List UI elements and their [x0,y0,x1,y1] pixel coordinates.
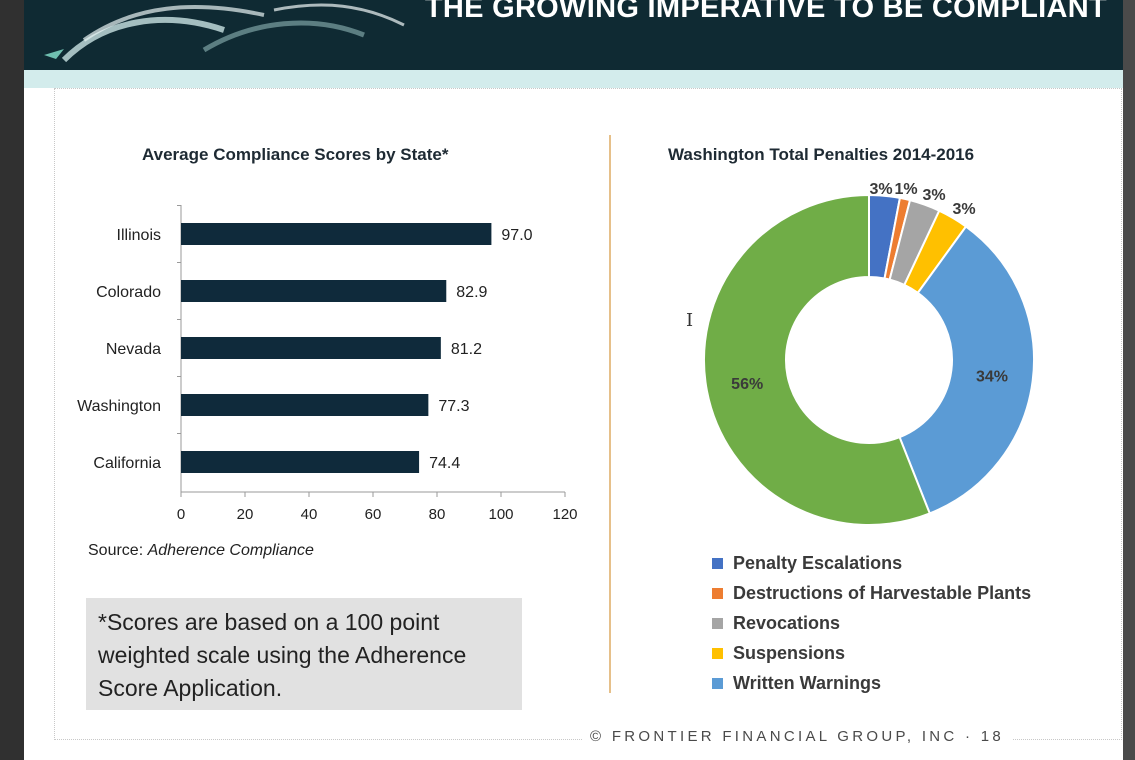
legend-label: Revocations [733,612,841,633]
x-tick-label: 40 [301,506,318,523]
chart-source: Source: Adherence Compliance [88,542,314,560]
source-name: Adherence Compliance [147,542,314,559]
slide: THE GROWING IMPERATIVE TO BE COMPLIANT A… [24,0,1123,760]
bar-chart-title: Average Compliance Scores by State* [142,145,449,164]
bar-chart: Illinois 97.0 Colorado 82.9 Nevada 81.2 Washin… [77,205,578,523]
panel-divider [609,135,611,693]
x-tick-label: 0 [177,506,185,523]
header-accent-band [24,70,1123,88]
slice-percent-label: 3% [952,201,975,218]
bar [181,280,447,302]
x-tick-label: 80 [429,506,446,523]
legend-swatch [712,557,723,569]
legend-item: Destructions of Harvestable Plants [712,578,1031,608]
donut-slice [898,225,1035,515]
slice-percent-label: 3% [869,181,892,198]
footnote-box: *Scores are based on a 100 point weighte… [86,598,522,710]
donut-chart: 3% 1% 3%3%34%56% [703,181,1035,526]
category-label: Colorado [96,284,161,301]
category-label: California [93,455,161,472]
legend-item: Suspensions [712,638,1031,668]
donut-slice [703,193,932,526]
slice-percent-label: 1% [894,181,917,198]
category-label: Nevada [106,341,161,358]
slice-percent-label: 56% [731,376,763,393]
legend-swatch [712,587,723,599]
legend-swatch [712,677,723,689]
bar [181,394,429,416]
x-tick-label: 20 [237,506,254,523]
slide-footer: © FRONTIER FINANCIAL GROUP, INC · 18 [582,728,1013,745]
bar-value-label: 77.3 [438,398,469,415]
slide-title: THE GROWING IMPERATIVE TO BE COMPLIANT [424,0,1107,24]
x-tick-label: 100 [488,506,513,523]
x-tick-label: 120 [552,506,577,523]
bar-value-label: 82.9 [456,284,487,301]
header-artwork [44,3,405,63]
window-left-edge [0,0,24,760]
header-band: THE GROWING IMPERATIVE TO BE COMPLIANT [24,0,1123,70]
legend-label: Penalty Escalations [733,552,903,573]
category-label: Washington [77,398,161,415]
category-label: Illinois [117,227,161,244]
x-tick-label: 60 [365,506,382,523]
bar-value-label: 81.2 [451,341,482,358]
bar-value-label: 74.4 [429,455,460,472]
legend-label: Written Warnings [733,672,881,693]
legend-swatch [712,617,723,629]
donut-legend: Penalty Escalations Destructions of Harve… [712,548,1031,698]
bar [181,223,492,245]
donut-chart-title: Washington Total Penalties 2014-2016 [668,145,975,164]
window-scrollbar[interactable] [1123,0,1135,760]
slice-percent-label: 34% [976,369,1008,386]
legend-item: Penalty Escalations [712,548,1031,578]
source-prefix: Source: [88,542,148,559]
legend-item: Written Warnings [712,668,1031,698]
legend-item: Revocations [712,608,1031,638]
bar [181,337,441,359]
text-cursor-icon: I [686,310,694,331]
legend-label: Suspensions [733,642,846,663]
slice-percent-label: 3% [922,187,945,204]
bar [181,451,420,473]
bar-value-label: 97.0 [501,227,532,244]
legend-swatch [712,647,723,659]
legend-label: Destructions of Harvestable Plants [733,582,1032,603]
